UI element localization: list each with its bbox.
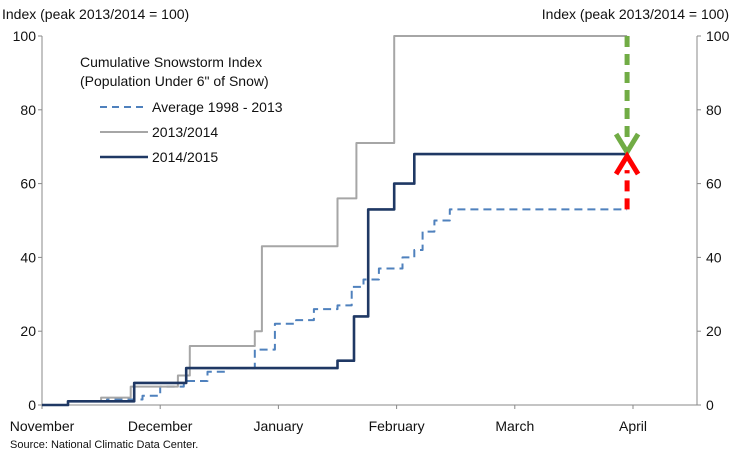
x-tick-label: November bbox=[10, 418, 75, 434]
x-tick-label: March bbox=[495, 418, 534, 434]
chart-subtitle: (Population Under 6" of Snow) bbox=[80, 73, 269, 89]
x-ticks: November December January February March Apri… bbox=[10, 405, 647, 434]
source-note: Source: National Climatic Data Center. bbox=[10, 439, 198, 451]
right-tick-label: 80 bbox=[706, 102, 722, 118]
legend-label-2014-2015: 2014/2015 bbox=[152, 149, 218, 165]
left-tick-label: 20 bbox=[20, 323, 36, 339]
left-tick-label: 80 bbox=[20, 102, 36, 118]
left-tick-label: 100 bbox=[13, 28, 37, 44]
legend: Average 1998 - 2013 2013/2014 2014/2015 bbox=[100, 99, 283, 165]
right-tick-label: 20 bbox=[706, 323, 722, 339]
right-tick-label: 40 bbox=[706, 249, 722, 265]
right-y-ticks: 0 20 40 60 80 100 bbox=[697, 28, 730, 413]
series-line-1 bbox=[42, 35, 628, 406]
left-tick-label: 0 bbox=[28, 397, 36, 413]
legend-label-average: Average 1998 - 2013 bbox=[152, 99, 283, 115]
x-tick-label: January bbox=[253, 418, 303, 434]
right-tick-label: 60 bbox=[706, 176, 722, 192]
x-tick-label: April bbox=[619, 418, 647, 434]
left-axis-title: Index (peak 2013/2014 = 100) bbox=[2, 6, 189, 22]
right-tick-label: 0 bbox=[706, 397, 714, 413]
annotation-layer bbox=[613, 36, 641, 210]
right-axis-title: Index (peak 2013/2014 = 100) bbox=[542, 6, 729, 22]
series-line-0 bbox=[42, 208, 628, 406]
left-tick-label: 60 bbox=[20, 176, 36, 192]
annotation-arrow-head-1 bbox=[613, 151, 641, 176]
series-layer bbox=[42, 35, 628, 407]
right-tick-label: 100 bbox=[706, 28, 730, 44]
x-tick-label: February bbox=[369, 418, 425, 434]
left-y-ticks: 0 20 40 60 80 100 bbox=[13, 28, 42, 413]
chart-title: Cumulative Snowstorm Index bbox=[80, 54, 262, 70]
legend-label-2013-2014: 2013/2014 bbox=[152, 124, 218, 140]
left-tick-label: 40 bbox=[20, 249, 36, 265]
series-line-2 bbox=[42, 152, 628, 407]
x-tick-label: December bbox=[128, 418, 193, 434]
